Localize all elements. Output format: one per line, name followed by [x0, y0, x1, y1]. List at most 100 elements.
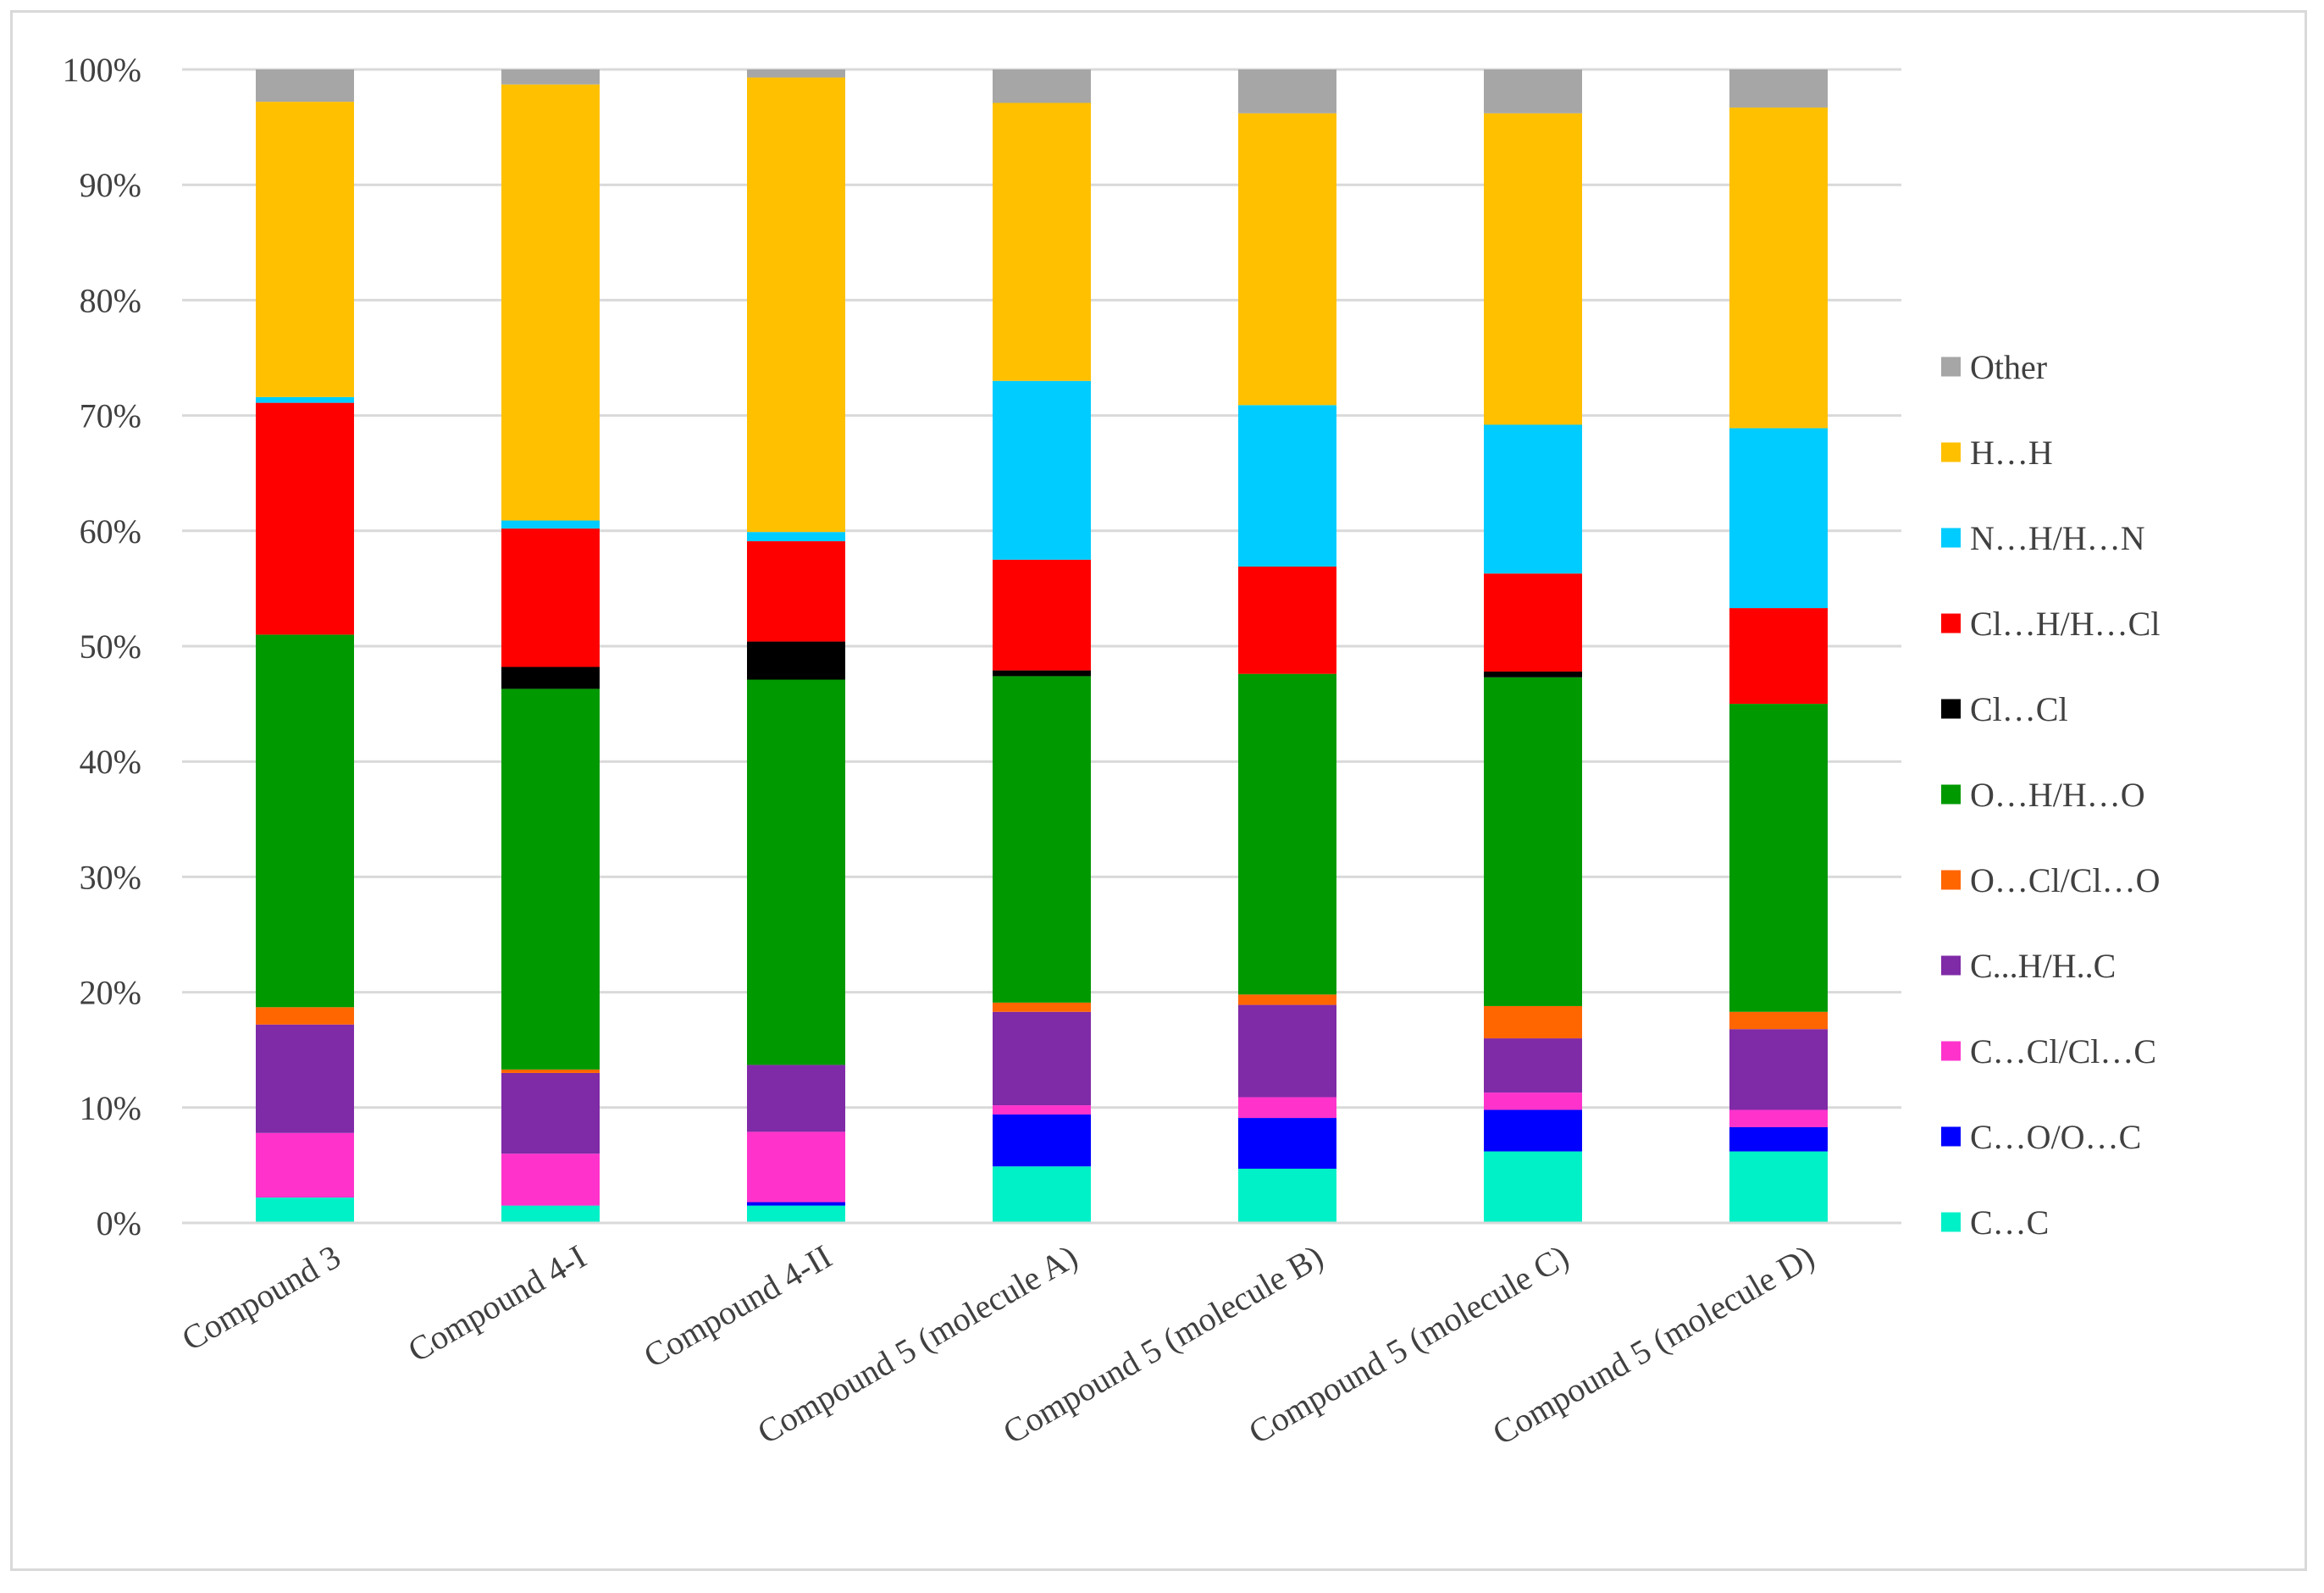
bar-segment: [993, 380, 1091, 560]
bar-segment: [256, 1198, 354, 1223]
bar-segment: [1729, 107, 1828, 429]
bar-segment: [747, 541, 845, 642]
bar-segment: [747, 532, 845, 542]
y-tick-label: 0%: [97, 1204, 141, 1242]
legend-label: C…O/O…C: [1970, 1118, 2141, 1156]
legend-label: O…Cl/Cl…O: [1970, 861, 2160, 899]
legend: Other H…H N…H/H…N Cl…H/H…Cl Cl…Cl O…H/H…O O…Cl…: [1941, 348, 2160, 1242]
bar-segment: [747, 1202, 845, 1206]
bar-segment: [993, 1105, 1091, 1115]
bar-segment: [993, 1002, 1091, 1012]
y-tick-label: 50%: [80, 628, 141, 666]
legend-swatch: [1941, 1126, 1961, 1147]
bar-segment: [1484, 1092, 1582, 1110]
legend-swatch: [1941, 784, 1961, 805]
legend-label: C...H/H..C: [1970, 947, 2116, 985]
legend-swatch: [1941, 1041, 1961, 1061]
legend-swatch: [1941, 1212, 1961, 1232]
x-category-label: Compound 4-II: [637, 1237, 838, 1375]
bar-segment: [1729, 704, 1828, 1012]
bar-segment: [256, 402, 354, 635]
y-tick-label: 30%: [80, 858, 141, 896]
bar-segment: [1238, 1118, 1336, 1169]
bar-segment: [501, 528, 600, 667]
bar-segment: [501, 1205, 600, 1223]
bar-segment: [747, 641, 845, 680]
bar-segment: [1484, 573, 1582, 672]
chart-frame: [10, 10, 2307, 1571]
legend-swatch: [1941, 870, 1961, 890]
y-tick-label: 70%: [80, 397, 141, 435]
bar-segment: [1729, 608, 1828, 705]
bar-segment: [1238, 567, 1336, 674]
bar-segment: [1238, 405, 1336, 567]
bar-segment: [747, 69, 845, 78]
bar-segment: [747, 1065, 845, 1132]
bar-segment: [501, 84, 600, 521]
bar-segment: [1238, 673, 1336, 995]
bar-segment: [1238, 994, 1336, 1005]
bar-segment: [1484, 1151, 1582, 1223]
legend-swatch: [1941, 528, 1961, 548]
bar-segment: [993, 670, 1091, 677]
bar-segment: [501, 1153, 600, 1206]
bar-segment: [256, 102, 354, 397]
bar-segment: [501, 689, 600, 1070]
bar-segment: [993, 69, 1091, 103]
bar-segment: [1484, 113, 1582, 425]
bar-segment: [1238, 113, 1336, 406]
bar-segment: [1484, 424, 1582, 574]
bar-segment: [993, 676, 1091, 1003]
y-axis-tick-labels: 0% 10% 20% 30% 40% 50% 60% 70% 80% 90% 100%: [63, 51, 141, 1242]
bar-segment: [1238, 1004, 1336, 1098]
bar-segment: [993, 1114, 1091, 1167]
legend-swatch: [1941, 955, 1961, 976]
x-category-label: Compound 4-I: [401, 1237, 593, 1369]
y-tick-label: 20%: [80, 974, 141, 1012]
legend-label: Cl…Cl: [1970, 690, 2068, 728]
x-axis-category-labels: Compound 3 Compound 4-I Compound 4-IICompo…: [175, 1237, 1820, 1452]
bar-segment: [1484, 1005, 1582, 1039]
bar-segment: [747, 1205, 845, 1223]
bar-segment: [1484, 69, 1582, 113]
bar-segment: [1238, 1097, 1336, 1119]
bar-segment: [1729, 1109, 1828, 1127]
legend-swatch: [1941, 442, 1961, 462]
bar-segment: [501, 1072, 600, 1154]
legend-label: C…C: [1970, 1203, 2049, 1242]
bar-segment: [1238, 69, 1336, 113]
legend-label: N…H/H…N: [1970, 519, 2145, 557]
y-tick-label: 10%: [80, 1089, 141, 1127]
bar-segment: [1484, 677, 1582, 1006]
legend-label: Cl…H/H…Cl: [1970, 605, 2160, 643]
bar-segment: [1484, 671, 1582, 678]
y-tick-label: 40%: [80, 743, 141, 781]
legend-swatch: [1941, 699, 1961, 719]
bar-segment: [747, 77, 845, 533]
bar-segment: [256, 634, 354, 1008]
bar-segment: [501, 520, 600, 529]
bar-segment: [1729, 1011, 1828, 1030]
legend-label: Other: [1970, 348, 2047, 386]
bar-segment: [256, 1007, 354, 1025]
bar-segment: [501, 667, 600, 689]
bar-segment: [993, 559, 1091, 671]
bar-segment: [1484, 1109, 1582, 1152]
bar-segment: [1484, 1038, 1582, 1093]
legend-swatch: [1941, 357, 1961, 377]
bar-segment: [501, 69, 600, 85]
bar-segment: [256, 69, 354, 102]
y-tick-label: 90%: [80, 166, 141, 204]
bar-segment: [1729, 428, 1828, 609]
bar-segment: [747, 679, 845, 1065]
legend-label: O…H/H…O: [1970, 776, 2145, 814]
bar-segment: [1729, 1126, 1828, 1152]
legend-swatch: [1941, 613, 1961, 633]
bar-segment: [256, 1132, 354, 1198]
bar-segment: [747, 1131, 845, 1203]
bar-segment: [1729, 1029, 1828, 1110]
bar-segment: [1729, 69, 1828, 108]
bar-segment: [993, 1166, 1091, 1223]
bar-segment: [1238, 1168, 1336, 1223]
